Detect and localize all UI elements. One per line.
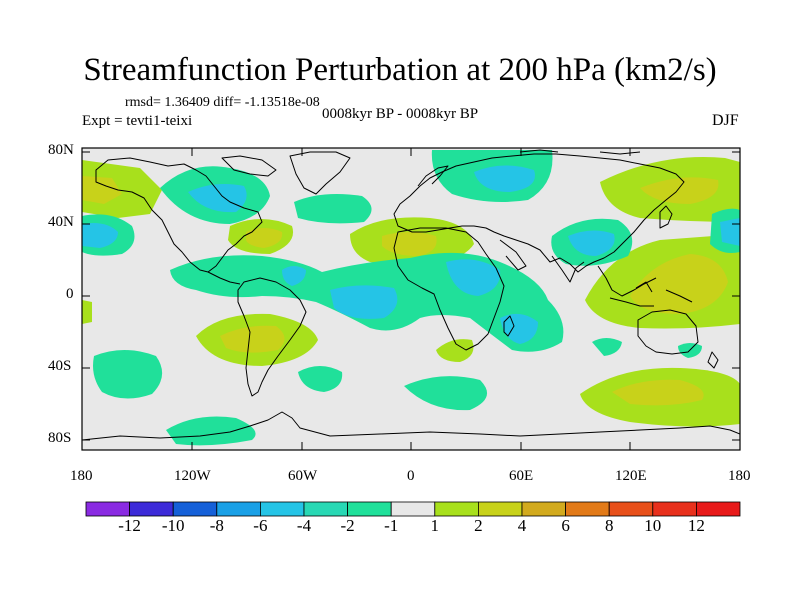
colorbar-box: [347, 501, 392, 517]
season-label: DJF: [712, 112, 739, 129]
x-tick-label: 0: [407, 468, 415, 484]
x-tick-label: 180: [728, 468, 751, 484]
plot-title: Streamfunction Perturbation at 200 hPa (…: [83, 52, 717, 88]
y-tick-label: 40N: [48, 214, 74, 230]
coastline-madagascar: [503, 315, 515, 337]
colorbar-label: 8: [604, 516, 614, 535]
colorbar-label: 12: [687, 516, 705, 535]
colorbar-box: [216, 501, 261, 517]
coastline-antarctica: [82, 411, 740, 441]
anomaly-negative-siberia-core: [474, 165, 535, 192]
anomaly-negative-tropical-core-atl: [330, 285, 398, 319]
y-tick-label: 80N: [48, 142, 74, 158]
colorbar: [85, 501, 741, 517]
contour-fields: [82, 150, 740, 446]
anomaly-positive-satl: [436, 339, 474, 362]
y-tick-label: 80S: [48, 430, 72, 446]
anomaly-positive-edge-w: [82, 300, 92, 324]
anomaly-positive-sio-core: [612, 379, 704, 406]
colorbar-box: [521, 501, 566, 517]
anomaly-negative-india-core: [568, 230, 615, 256]
coastline-south-america: [237, 277, 307, 397]
anomaly-negative-nam-core: [188, 184, 247, 213]
anomaly-negative-npac-core: [82, 223, 118, 248]
coastline-australia: [637, 309, 699, 355]
colorbar-label: -10: [161, 516, 185, 535]
anomaly-negative-tropical-core-io: [500, 313, 538, 344]
colorbar-box: [652, 501, 697, 517]
colorbar-box: [259, 501, 305, 517]
y-tick-label: 40S: [48, 358, 72, 374]
x-axis-ticks: [81, 148, 741, 450]
colorbar-box: [85, 501, 130, 517]
colorbar-label: -8: [209, 516, 224, 535]
anomaly-positive-asia-core: [640, 177, 719, 204]
coastline-africa: [393, 227, 505, 351]
colorbar-label: -2: [340, 516, 355, 535]
period-label: 0008kyr BP - 0008kyr BP: [322, 106, 479, 122]
x-tick-label: 120W: [174, 468, 211, 484]
x-tick-label: 60E: [509, 468, 534, 484]
coastline-europe-north: [417, 165, 449, 187]
colorbar-label: -4: [296, 516, 312, 535]
y-tick-label: 0: [66, 286, 74, 302]
colorbar-label: -1: [384, 516, 399, 535]
coastline-new-zealand: [707, 351, 719, 369]
coastline-arctic-islands: [519, 149, 641, 155]
colorbar-box: [390, 501, 436, 517]
colorbar-box: [477, 501, 523, 517]
coastline-greenland: [289, 151, 351, 195]
coastline-arabia-india: [499, 239, 585, 283]
y-axis-ticks: [82, 151, 740, 441]
x-tick-label: 120E: [615, 468, 647, 484]
colorbar-box: [129, 501, 174, 517]
coastline-north-america: [95, 157, 263, 273]
coastline-eurasia: [393, 153, 685, 273]
anomaly-positive-africa-core: [382, 232, 437, 256]
colorbar-label: 6: [561, 516, 570, 535]
colorbar-label: 10: [644, 516, 662, 535]
coastline-arctic-canada: [221, 155, 277, 177]
colorbar-box: [565, 501, 610, 517]
anomaly-positive-maritime-core: [630, 254, 728, 314]
x-tick-label: 180: [70, 468, 93, 484]
colorbar-label: -12: [118, 516, 141, 535]
colorbar-label: 1: [430, 516, 440, 535]
colorbar-label: -6: [253, 516, 268, 535]
colorbar-box: [434, 501, 479, 517]
anomaly-positive-npac-core: [82, 176, 122, 204]
anomaly-negative-tropical-core-pac: [282, 266, 306, 286]
anomaly-positive-natl-core: [246, 228, 283, 248]
coastline-indonesia: [609, 281, 693, 307]
colorbar-label: 4: [517, 516, 527, 535]
colorbar-box: [172, 501, 218, 517]
colorbar-box: [608, 501, 654, 517]
coastlines: [82, 149, 740, 441]
colorbar-box: [696, 501, 741, 517]
anomaly-negative-natl: [294, 194, 372, 224]
anomaly-negative-sio-small: [592, 338, 622, 356]
colorbar-box: [303, 501, 348, 517]
anomaly-negative-satl: [298, 366, 343, 392]
anomaly-negative-spac: [93, 350, 163, 399]
stats-text: rmsd= 1.36409 diff= -1.13518e-08: [125, 95, 320, 110]
anomaly-negative-tropical-core-afr: [446, 259, 501, 296]
anomaly-positive-sepac-core: [220, 325, 285, 353]
colorbar-label: 2: [474, 516, 483, 535]
coastline-central-america: [207, 271, 241, 285]
experiment-label: Expt = tevti1-teixi: [82, 113, 193, 129]
anomaly-negative-sindian: [404, 376, 488, 411]
anomaly-negative-wpac-core: [720, 218, 740, 246]
x-tick-label: 60W: [288, 468, 318, 484]
coastline-southeast-asia: [597, 265, 657, 297]
anomaly-negative-southern: [166, 416, 256, 446]
coastline-japan: [659, 205, 673, 229]
